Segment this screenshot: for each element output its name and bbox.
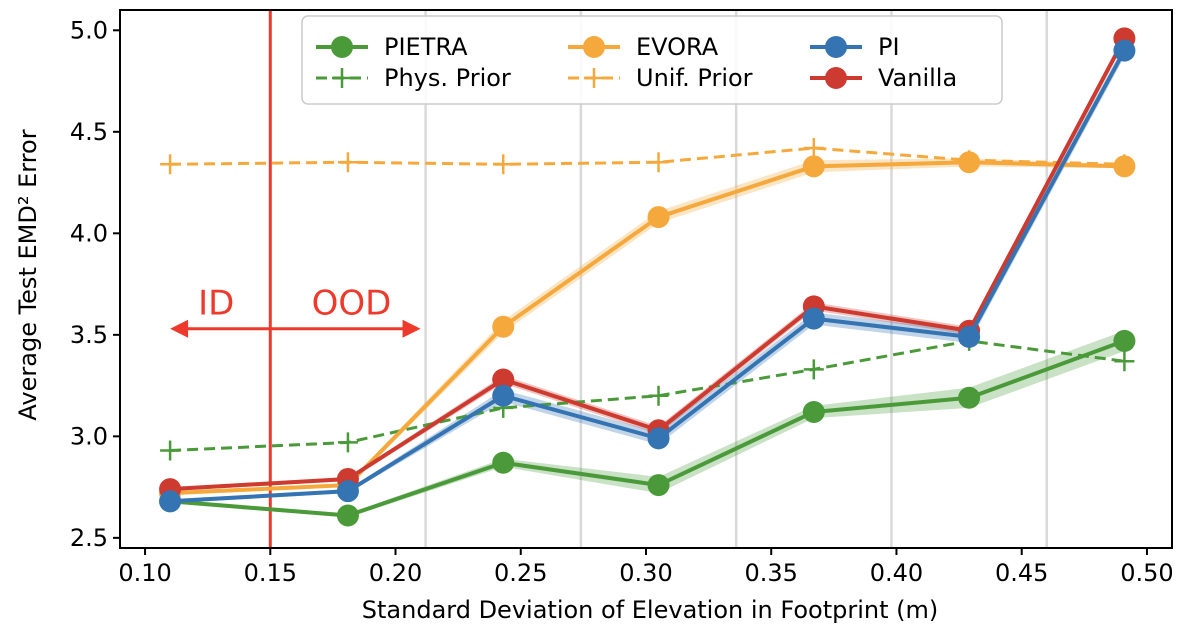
point-evora-5 [958,151,981,174]
point-unif-prior-3 [648,152,669,173]
legend-marker-evora [583,36,605,58]
x-tick-label-3: 0.25 [494,559,547,587]
x-tick-label-5: 0.35 [745,559,798,587]
legend-label-evora: EVORA [636,33,719,61]
legend-item-pietra: PIETRA [316,33,468,61]
point-pi-3 [647,427,670,450]
legend-label-pi: PI [878,33,900,61]
point-pi-0 [159,490,182,513]
legend-item-unif-prior: Unif. Prior [568,64,753,92]
x-tick-label-7: 0.45 [995,559,1048,587]
point-unif-prior-4 [803,138,824,159]
x-tick-label-4: 0.30 [619,559,672,587]
point-phys-prior-1 [337,432,358,453]
x-tick-label-6: 0.40 [870,559,923,587]
arrow-head-left [170,319,189,338]
legend-label-pietra: PIETRA [384,33,468,61]
point-pi-2 [492,384,515,407]
legend: PIETRA Phys. Prior EVORA Unif. Prior PI Vanil… [301,15,1003,105]
point-unif-prior-0 [160,154,181,175]
x-tick-label-0: 0.10 [118,559,171,587]
legend-label-vanilla: Vanilla [878,64,957,92]
line-pi [169,49,1127,504]
point-evora-4 [802,155,825,178]
x-tick-label-8: 0.50 [1120,559,1173,587]
point-pi-4 [802,307,825,330]
point-phys-prior-4 [803,359,824,380]
x-tick-label-2: 0.20 [369,559,422,587]
y-tick-label-4: 4.5 [70,118,108,146]
point-unif-prior-1 [337,152,358,173]
y-tick-label-3: 4.0 [70,219,108,247]
point-vanilla-2 [492,368,515,391]
id-label: ID [198,283,234,323]
legend-label-phys-prior: Phys. Prior [384,64,511,92]
point-pietra-4 [802,400,825,423]
y-tick-label-0: 2.5 [70,524,108,552]
point-pi-1 [336,480,359,503]
x-axis-label: Standard Deviation of Elevation in Footp… [362,596,938,624]
point-pietra-3 [647,474,670,497]
y-tick-label-2: 3.5 [70,321,108,349]
legend-marker-pi [825,36,847,58]
point-pi-6 [1113,39,1136,62]
y-tick-label-5: 5.0 [70,16,108,44]
band-pietra [170,330,1125,518]
ood-label: OOD [312,283,392,323]
point-evora-6 [1113,155,1136,178]
point-evora-3 [647,206,670,229]
point-pietra-5 [958,386,981,409]
legend-marker-unif-prior [584,68,604,88]
point-pietra-6 [1113,329,1136,352]
legend-marker-pietra [331,36,353,58]
arrow-head-right [402,319,421,338]
legend-item-pi: PI [810,33,900,61]
point-pi-5 [958,325,981,348]
legend-marker-vanilla [825,67,847,89]
y-axis-label: Average Test EMD² Error [14,129,42,420]
legend-marker-phys-prior [332,68,352,88]
point-pietra-2 [492,451,515,474]
plot-series-group [159,27,1136,527]
legend-label-unif-prior: Unif. Prior [636,64,753,92]
point-phys-prior-3 [648,385,669,406]
point-evora-2 [492,315,515,338]
legend-item-evora: EVORA [568,33,719,61]
legend-item-vanilla: Vanilla [810,64,957,92]
x-tick-label-1: 0.15 [244,559,297,587]
legend-item-phys-prior: Phys. Prior [316,64,511,92]
point-phys-prior-6 [1114,351,1135,372]
point-phys-prior-0 [160,440,181,461]
line-vanilla [169,37,1127,492]
point-unif-prior-2 [493,154,514,175]
point-pietra-1 [336,504,359,527]
y-tick-label-1: 3.0 [70,422,108,450]
